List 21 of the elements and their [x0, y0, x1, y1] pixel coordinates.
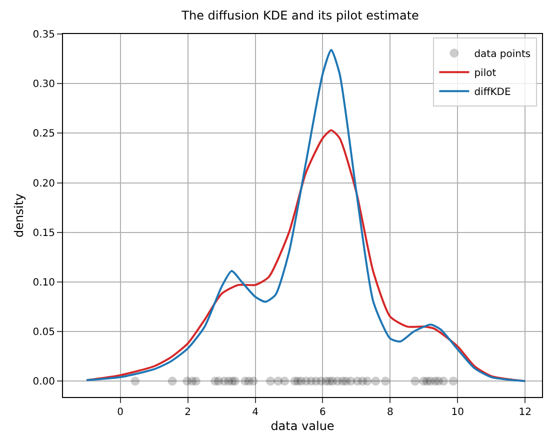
x-tick-label: 0	[117, 407, 124, 418]
chart-title: The diffusion KDE and its pilot estimate	[180, 8, 419, 22]
legend-label: diffKDE	[474, 87, 511, 98]
x-tick-label: 8	[387, 407, 394, 418]
legend-label: pilot	[474, 68, 496, 80]
x-tick-label: 6	[320, 407, 326, 418]
y-tick-label: 0.25	[32, 128, 55, 140]
x-tick-label: 2	[184, 407, 191, 418]
legend-label: data points	[474, 49, 531, 60]
y-tick-label: 0.20	[32, 178, 55, 190]
y-tick-label: 0.05	[32, 327, 55, 338]
y-axis-title: density	[12, 194, 26, 238]
y-tick-label: 0.35	[32, 30, 55, 40]
x-tick-label: 10	[451, 407, 464, 418]
x-tick-label: 12	[518, 407, 532, 418]
x-axis-title: data value	[270, 418, 334, 433]
y-tick-label: 0.15	[32, 228, 55, 239]
x-tick-label: 4	[252, 407, 258, 418]
y-tick-label: 0.00	[32, 376, 55, 388]
y-tick-label: 0.30	[32, 79, 55, 90]
y-tick-label: 0.10	[32, 277, 55, 288]
